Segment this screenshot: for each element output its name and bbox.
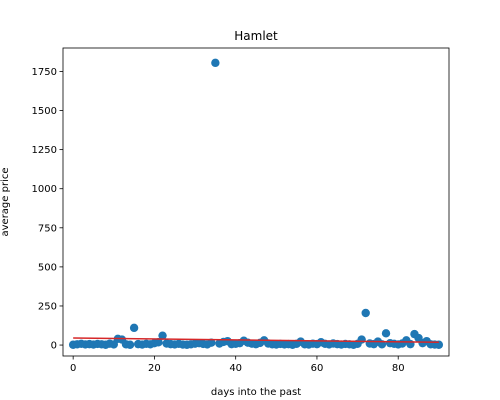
trend-line — [73, 337, 439, 343]
x-tick-label: 20 — [148, 363, 161, 374]
x-tick-label: 80 — [392, 363, 405, 374]
chart-title: Hamlet — [234, 29, 278, 43]
y-tick-label: 500 — [38, 262, 57, 273]
data-point — [154, 338, 163, 347]
y-tick-label: 1500 — [32, 106, 57, 117]
y-tick-label: 1250 — [32, 145, 57, 156]
data-point — [361, 308, 370, 318]
x-tick-label: 40 — [229, 363, 242, 374]
data-point — [158, 331, 167, 340]
plot-area: 0 20 40 60 80 0 250 500 750 1000 1250 1500 1750 — [32, 47, 450, 374]
data-point — [211, 58, 220, 68]
y-tick-label: 250 — [38, 301, 57, 312]
y-axis-label: average price — [0, 167, 11, 236]
data-point — [381, 329, 391, 338]
scatter-points — [68, 58, 444, 349]
trend-line-group — [73, 337, 439, 343]
axes-frame — [62, 47, 450, 357]
data-point — [129, 323, 139, 333]
x-axis: 0 20 40 60 80 — [70, 356, 405, 374]
x-axis-label: days into the past — [211, 387, 301, 398]
y-tick-label: 1000 — [32, 184, 57, 195]
y-axis: 0 250 500 750 1000 1250 1500 1750 — [32, 67, 63, 352]
data-point — [357, 335, 366, 344]
data-point — [125, 340, 135, 349]
y-tick-label: 0 — [51, 341, 57, 352]
data-point — [207, 338, 216, 347]
y-tick-label: 1750 — [32, 67, 57, 78]
y-tick-label: 750 — [38, 223, 57, 234]
x-tick-label: 0 — [70, 363, 76, 374]
x-tick-label: 60 — [311, 363, 324, 374]
